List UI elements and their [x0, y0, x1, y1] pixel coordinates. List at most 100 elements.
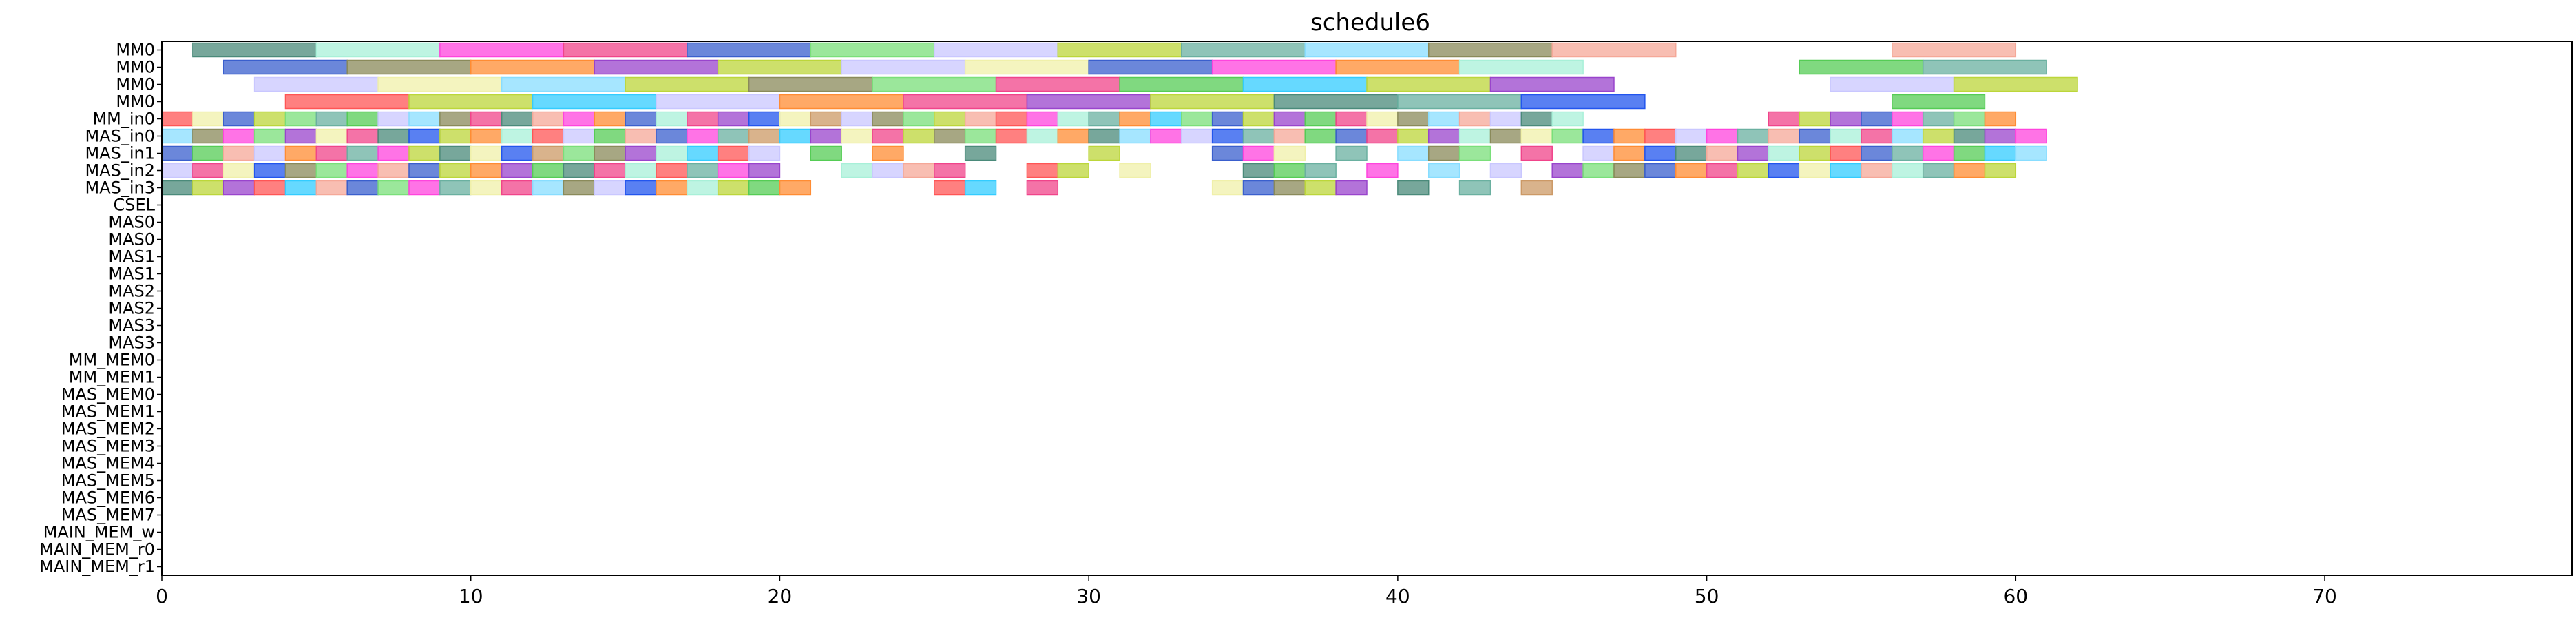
task-bar-193 [1335, 145, 1368, 161]
task-bar-130 [934, 128, 966, 144]
task-bar-138 [1181, 128, 1213, 144]
task-bar-6 [934, 42, 1059, 58]
task-bar-276 [625, 180, 657, 196]
task-bar-43 [779, 94, 904, 110]
task-bar-94 [1489, 111, 1522, 127]
task-bar-206 [1830, 145, 1862, 161]
task-bar-289 [1335, 180, 1368, 196]
task-bar-158 [1799, 128, 1831, 144]
x-axis-ticks: 0 10 20 30 40 50 60 70 [156, 575, 2337, 608]
task-bar-171 [315, 145, 348, 161]
task-bar-44 [903, 94, 1028, 110]
task-bar-159 [1830, 128, 1862, 144]
task-bar-288 [1304, 180, 1337, 196]
task-bar-208 [1892, 145, 1924, 161]
task-bar-220 [377, 163, 410, 178]
row-label-10: MAS0 [108, 213, 155, 232]
task-bar-191 [1242, 145, 1275, 161]
task-bar-58 [377, 111, 410, 127]
task-bar-176 [470, 145, 503, 161]
task-bar-126 [810, 128, 842, 144]
task-bar-49 [1520, 94, 1646, 110]
task-bar-107 [222, 128, 255, 144]
task-bar-168 [222, 145, 255, 161]
task-bar-203 [1737, 145, 1770, 161]
task-bar-184 [717, 145, 750, 161]
row-label-8: MAS_in3 [85, 178, 155, 198]
task-bar-274 [563, 180, 595, 196]
task-bar-131 [964, 128, 997, 144]
task-bar-223 [470, 163, 503, 178]
task-bar-260 [1984, 163, 2017, 178]
task-bar-32 [995, 76, 1120, 92]
task-bar-146 [1427, 128, 1460, 144]
task-bar-194 [1397, 145, 1430, 161]
task-bar-273 [532, 180, 565, 196]
row-label-4: MM_in0 [92, 110, 155, 129]
task-bar-113 [408, 128, 441, 144]
task-bar-71 [779, 111, 812, 127]
task-bar-180 [594, 145, 626, 161]
task-bar-214 [192, 163, 224, 178]
task-bar-141 [1273, 128, 1306, 144]
x-tick-label-5: 50 [1695, 585, 1719, 608]
task-bar-240 [1242, 163, 1275, 178]
task-bar-33 [1119, 76, 1244, 92]
task-bar-53 [222, 111, 255, 127]
task-bar-34 [1242, 76, 1368, 92]
task-bar-222 [439, 163, 472, 178]
task-bar-8 [1181, 42, 1306, 58]
task-bar-290 [1397, 180, 1430, 196]
task-bar-9 [1304, 42, 1430, 58]
x-tick-label-7: 70 [2312, 585, 2337, 608]
task-bar-282 [934, 180, 966, 196]
task-bar-249 [1644, 163, 1677, 178]
task-bar-162 [1922, 128, 1955, 144]
task-bar-125 [779, 128, 812, 144]
task-bar-178 [532, 145, 565, 161]
task-bar-91 [1397, 111, 1430, 127]
task-bar-1 [315, 42, 441, 58]
task-bar-264 [253, 180, 286, 196]
task-bar-30 [748, 76, 873, 92]
task-bar-118 [563, 128, 595, 144]
task-bar-234 [872, 163, 904, 178]
task-bar-19 [964, 59, 1089, 75]
x-tick-label-2: 20 [768, 585, 793, 608]
task-bar-14 [346, 59, 472, 75]
task-bar-105 [161, 128, 193, 144]
task-bar-50 [1892, 94, 1986, 110]
task-bar-84 [1181, 111, 1213, 127]
task-bar-216 [253, 163, 286, 178]
task-bar-121 [656, 128, 688, 144]
task-bar-79 [1026, 111, 1059, 127]
task-bar-205 [1799, 145, 1831, 161]
task-bar-279 [717, 180, 750, 196]
task-bar-283 [964, 180, 997, 196]
task-bar-13 [222, 59, 348, 75]
task-bar-61 [470, 111, 503, 127]
row-label-14: MAS2 [108, 282, 155, 301]
task-bar-144 [1366, 128, 1399, 144]
task-bar-185 [748, 145, 781, 161]
task-bar-221 [408, 163, 441, 178]
task-bar-261 [161, 180, 193, 196]
task-bar-156 [1737, 128, 1770, 144]
task-bar-227 [594, 163, 626, 178]
task-bar-56 [315, 111, 348, 127]
task-bar-235 [903, 163, 935, 178]
row-labels: MM0MM0MM0MM0MM_in0MAS_in0MAS_in1MAS_in2M… [39, 41, 162, 577]
task-bar-151 [1582, 128, 1615, 144]
task-bar-51 [161, 111, 193, 127]
task-bar-199 [1613, 145, 1646, 161]
task-bar-73 [841, 111, 873, 127]
row-label-30: MAIN_MEM_r1 [39, 557, 155, 577]
task-bar-170 [284, 145, 317, 161]
task-bar-101 [1892, 111, 1924, 127]
task-bar-38 [1953, 76, 2078, 92]
task-bar-76 [934, 111, 966, 127]
task-bar-4 [687, 42, 812, 58]
task-bar-70 [748, 111, 781, 127]
task-bar-123 [717, 128, 750, 144]
task-bar-268 [377, 180, 410, 196]
